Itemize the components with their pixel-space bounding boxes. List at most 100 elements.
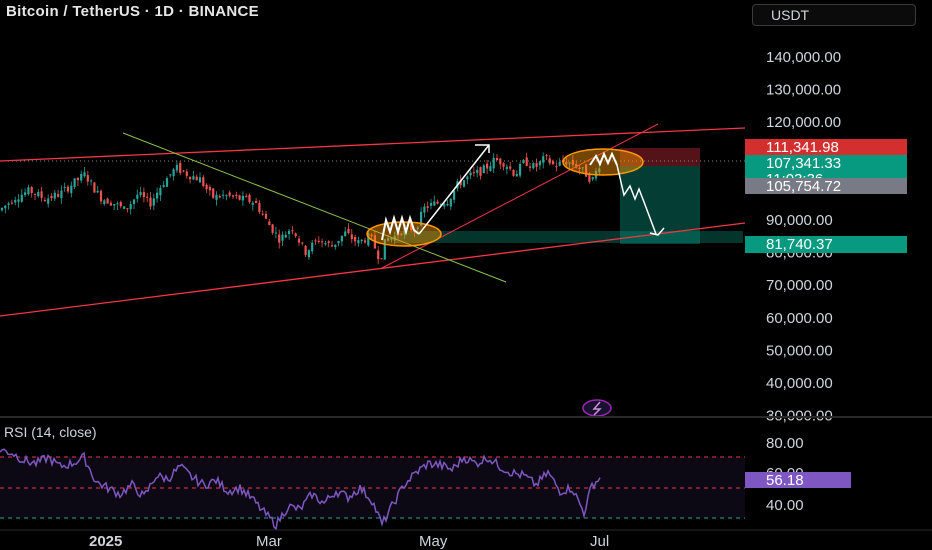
candle-body <box>324 243 327 245</box>
price-tick: 140,000.00 <box>766 49 841 66</box>
zigzag-up-drawing <box>381 214 420 241</box>
candle-body <box>591 177 594 180</box>
entry-price-label: 107,341.33 <box>766 155 841 172</box>
candle-body <box>525 157 528 166</box>
candle-body <box>103 200 106 204</box>
candle-body <box>410 223 413 231</box>
candle-body <box>169 174 172 176</box>
candle-body <box>505 166 508 169</box>
stop-price-tag <box>745 139 907 155</box>
candle-body <box>578 167 581 170</box>
candle-body <box>542 156 545 163</box>
candle-body <box>304 245 307 256</box>
candle-body <box>33 193 37 195</box>
candle-body <box>548 158 551 164</box>
candle-body <box>423 206 426 213</box>
candle-body <box>198 177 202 183</box>
candle-body <box>462 180 466 187</box>
candle-body <box>509 166 512 169</box>
candle-body <box>142 192 145 198</box>
candle-body <box>301 242 304 244</box>
candle-body <box>205 184 208 190</box>
rsi-line <box>0 448 601 531</box>
candle-body <box>57 194 60 197</box>
candle-body <box>294 233 297 237</box>
candle-body <box>258 203 261 213</box>
candle-body <box>284 234 287 238</box>
candle-body <box>179 162 182 173</box>
candle-body <box>532 163 535 169</box>
candle-body <box>172 169 175 177</box>
candle-body <box>126 208 129 210</box>
price-axis: 140,000.00 130,000.00 120,000.00 90,000.00 8… <box>766 49 841 425</box>
candle-body <box>192 176 195 180</box>
candle-body <box>215 194 218 200</box>
candle-body <box>156 192 159 199</box>
candle-body <box>466 176 469 180</box>
candle-body <box>149 197 152 207</box>
candle-body <box>139 192 142 196</box>
channel-upper-line <box>0 127 746 162</box>
candles <box>0 152 601 265</box>
candle-body <box>189 176 192 180</box>
price-tick: 130,000.00 <box>766 82 841 99</box>
candle-body <box>53 192 56 199</box>
candle-body <box>7 203 10 206</box>
candle-body <box>476 169 479 173</box>
candle-body <box>528 166 532 168</box>
candle-body <box>334 244 337 248</box>
candle-body <box>433 201 436 206</box>
zigzag-top-drawing <box>589 151 618 167</box>
x-tick-mar: Mar <box>256 533 282 550</box>
price-tick: 90,000.00 <box>766 212 833 229</box>
candle-body <box>113 204 116 206</box>
candle-body <box>281 234 284 241</box>
candle-body <box>241 195 244 201</box>
candle-body <box>116 203 119 205</box>
candle-body <box>248 194 251 203</box>
candle-body <box>251 202 254 205</box>
candle-body <box>571 160 574 165</box>
candle-body <box>288 230 291 235</box>
candle-body <box>555 166 558 168</box>
candle-body <box>162 185 165 187</box>
candle-body <box>535 163 538 168</box>
candle-body <box>76 177 79 181</box>
candle-body <box>235 194 238 196</box>
candle-body <box>311 242 314 252</box>
candle-body <box>73 178 76 187</box>
candle-body <box>453 190 456 200</box>
candle-body <box>492 157 495 169</box>
candle-body <box>195 176 198 181</box>
projection-up-arrow <box>418 144 490 235</box>
candle-body <box>314 240 317 242</box>
channel-lower-line <box>0 222 746 317</box>
candle-body <box>50 195 53 199</box>
candle-body <box>565 161 568 165</box>
candle-body <box>354 236 357 242</box>
candle-body <box>132 199 136 204</box>
candle-body <box>538 161 541 166</box>
candle-body <box>426 206 429 208</box>
candle-body <box>268 221 271 226</box>
candle-body <box>274 232 277 234</box>
candle-body <box>14 199 17 203</box>
candle-body <box>212 188 215 198</box>
currency-selector[interactable]: USDT <box>752 4 916 26</box>
candle-body <box>390 237 393 240</box>
x-tick-jul: Jul <box>590 533 609 550</box>
candle-body <box>261 213 264 215</box>
projection-down-path <box>616 164 657 235</box>
rsi-indicator-label[interactable]: RSI (14, close) <box>4 424 97 440</box>
candle-body <box>264 213 268 219</box>
candle-body <box>337 240 340 244</box>
candle-body <box>575 163 578 168</box>
candle-body <box>27 187 30 195</box>
candle-body <box>10 202 13 204</box>
candle-body <box>357 240 360 244</box>
candle-body <box>459 180 462 186</box>
candle-body <box>129 204 132 210</box>
candle-body <box>416 227 419 230</box>
lightning-icon[interactable] <box>582 399 612 417</box>
